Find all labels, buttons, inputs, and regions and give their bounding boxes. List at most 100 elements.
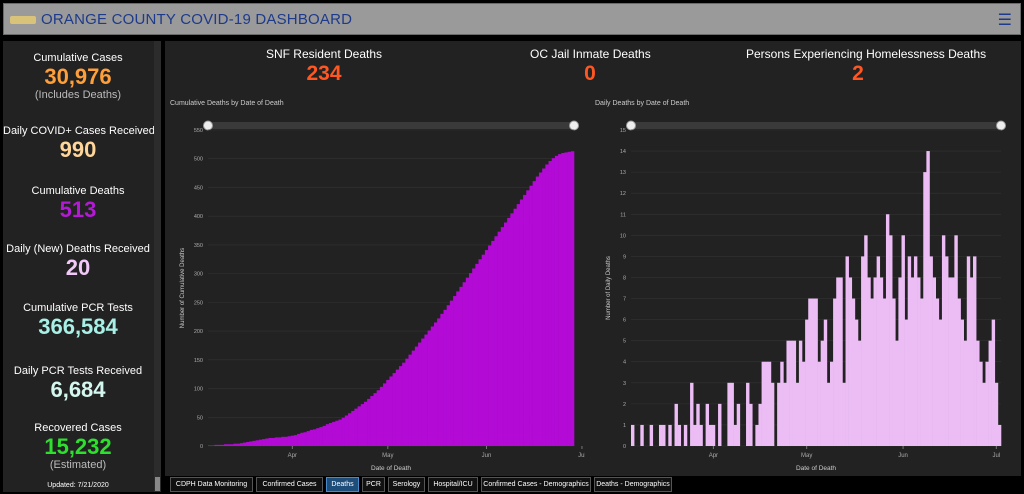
chart-bar[interactable] bbox=[230, 444, 234, 446]
chart-bar[interactable] bbox=[472, 268, 476, 446]
chart-bar[interactable] bbox=[935, 298, 940, 446]
chart-bar[interactable] bbox=[408, 354, 412, 446]
chart-bar[interactable] bbox=[979, 361, 983, 446]
chart-bar[interactable] bbox=[718, 403, 722, 446]
chart-bar[interactable] bbox=[857, 340, 862, 446]
range-slider-handle-start[interactable] bbox=[626, 120, 636, 131]
chart-bar[interactable] bbox=[402, 362, 406, 446]
chart-bar[interactable] bbox=[379, 386, 384, 446]
chart-bar[interactable] bbox=[963, 340, 968, 446]
chart-bar[interactable] bbox=[705, 403, 710, 446]
chart-bar[interactable] bbox=[966, 256, 971, 446]
chart-bar[interactable] bbox=[258, 439, 263, 446]
sidebar-scroll-thumb[interactable] bbox=[155, 477, 160, 491]
chart-bar[interactable] bbox=[554, 155, 559, 446]
chart-bar[interactable] bbox=[243, 442, 247, 446]
chart-bar[interactable] bbox=[510, 213, 514, 446]
chart-bar[interactable] bbox=[306, 431, 311, 446]
chart-bar[interactable] bbox=[211, 445, 215, 446]
chart-bar[interactable] bbox=[976, 340, 980, 446]
chart-bar[interactable] bbox=[551, 158, 556, 447]
chart-bar[interactable] bbox=[640, 424, 644, 446]
chart-bar[interactable] bbox=[418, 342, 422, 446]
chart-bar[interactable] bbox=[284, 436, 288, 446]
chart-bar[interactable] bbox=[876, 256, 881, 446]
chart-bar[interactable] bbox=[545, 164, 549, 447]
chart-bar[interactable] bbox=[929, 256, 933, 446]
chart-bar[interactable] bbox=[792, 340, 797, 446]
chart-bar[interactable] bbox=[529, 185, 533, 447]
chart-bar[interactable] bbox=[969, 277, 974, 446]
chart-bar[interactable] bbox=[456, 291, 460, 446]
chart-bar[interactable] bbox=[208, 445, 212, 446]
chart-bar[interactable] bbox=[570, 151, 575, 446]
chart-bar[interactable] bbox=[938, 319, 943, 446]
chart-bar[interactable] bbox=[357, 406, 362, 446]
chart-bar[interactable] bbox=[526, 190, 530, 446]
chart-bar[interactable] bbox=[833, 298, 837, 446]
chart-bar[interactable] bbox=[500, 227, 505, 446]
chart-bar[interactable] bbox=[558, 154, 562, 446]
chart-bar[interactable] bbox=[798, 340, 803, 446]
chart-bar[interactable] bbox=[475, 263, 479, 446]
chart-bar[interactable] bbox=[383, 383, 387, 446]
tab-confirmed-cases-demographics[interactable]: Confirmed Cases - Demographics bbox=[481, 477, 591, 492]
chart-bar[interactable] bbox=[303, 432, 307, 446]
chart-bar[interactable] bbox=[220, 444, 225, 446]
chart-bar[interactable] bbox=[459, 286, 463, 446]
chart-bar[interactable] bbox=[430, 326, 435, 446]
chart-bar[interactable] bbox=[898, 277, 902, 446]
chart-bar[interactable] bbox=[882, 298, 887, 446]
chart-bar[interactable] bbox=[274, 437, 279, 446]
chart-bar[interactable] bbox=[913, 256, 918, 446]
chart-bar[interactable] bbox=[233, 443, 237, 446]
chart-bar[interactable] bbox=[730, 382, 734, 446]
chart-bar[interactable] bbox=[923, 172, 927, 446]
chart-bar[interactable] bbox=[348, 413, 352, 446]
chart-bar[interactable] bbox=[786, 340, 790, 446]
chart-bar[interactable] bbox=[354, 408, 358, 446]
chart-bar[interactable] bbox=[814, 298, 818, 446]
chart-bar[interactable] bbox=[567, 151, 572, 446]
chart-bar[interactable] bbox=[481, 254, 486, 446]
chart-bar[interactable] bbox=[889, 235, 893, 446]
chart-bar[interactable] bbox=[749, 403, 753, 446]
chart-bar[interactable] bbox=[736, 403, 741, 446]
chart-bar[interactable] bbox=[783, 382, 787, 446]
chart-bar[interactable] bbox=[892, 298, 896, 446]
chart-bar[interactable] bbox=[328, 423, 333, 446]
chart-bar[interactable] bbox=[437, 318, 441, 446]
chart-bar[interactable] bbox=[332, 421, 336, 446]
chart-bar[interactable] bbox=[777, 382, 781, 446]
chart-bar[interactable] bbox=[249, 441, 253, 446]
chart-bar[interactable] bbox=[433, 322, 438, 446]
chart-bar[interactable] bbox=[293, 435, 298, 446]
chart-bar[interactable] bbox=[926, 151, 930, 447]
chart-bar[interactable] bbox=[236, 443, 241, 446]
chart-bar[interactable] bbox=[904, 319, 909, 446]
chart-bar[interactable] bbox=[770, 382, 775, 446]
chart-bar[interactable] bbox=[746, 382, 750, 446]
chart-bar[interactable] bbox=[421, 338, 425, 446]
chart-bar[interactable] bbox=[764, 361, 769, 446]
range-slider-track[interactable] bbox=[631, 122, 1001, 129]
chart-bar[interactable] bbox=[300, 432, 304, 446]
chart-bar[interactable] bbox=[468, 273, 473, 446]
chart-bar[interactable] bbox=[991, 319, 996, 446]
chart-bar[interactable] bbox=[820, 340, 825, 446]
chart-bar[interactable] bbox=[290, 435, 295, 446]
chart-bar[interactable] bbox=[711, 424, 716, 446]
chart-bar[interactable] bbox=[503, 222, 508, 446]
chart-bar[interactable] bbox=[945, 256, 949, 446]
chart-bar[interactable] bbox=[465, 277, 470, 446]
chart-bar[interactable] bbox=[335, 420, 339, 446]
chart-bar[interactable] bbox=[227, 444, 231, 446]
chart-bar[interactable] bbox=[322, 425, 327, 446]
chart-bar[interactable] bbox=[733, 424, 738, 446]
chart-bar[interactable] bbox=[424, 334, 428, 446]
chart-bar[interactable] bbox=[488, 245, 492, 446]
chart-bar[interactable] bbox=[370, 396, 374, 446]
chart-bar[interactable] bbox=[497, 231, 502, 446]
chart-bar[interactable] bbox=[376, 390, 381, 446]
chart-bar[interactable] bbox=[755, 424, 759, 446]
